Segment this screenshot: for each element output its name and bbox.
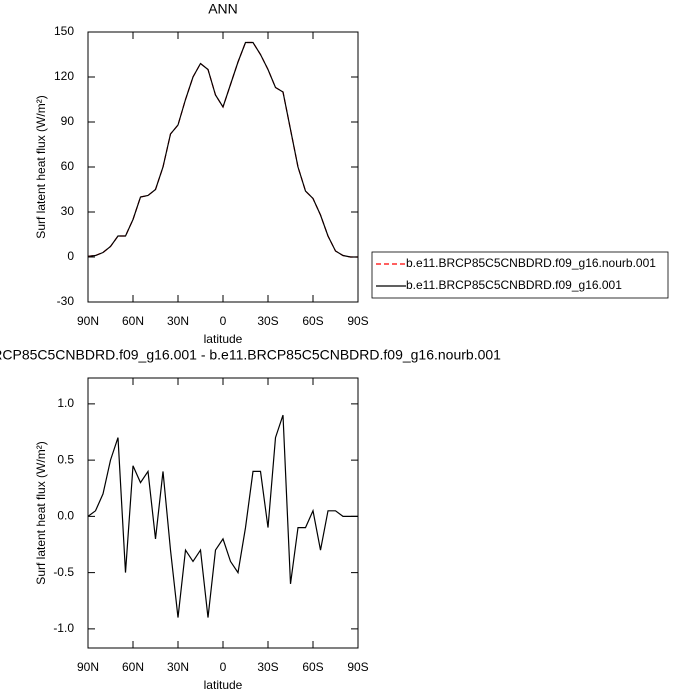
x-tick-label: 30S [257, 660, 278, 674]
x-tick-label: 90N [77, 660, 99, 674]
y-tick-label: 90 [61, 114, 75, 128]
x-tick-label: 90S [347, 660, 368, 674]
y-tick-label: 150 [54, 24, 74, 38]
legend-box [371, 251, 669, 299]
x-axis-label: latitude [204, 678, 243, 692]
y-tick-label: -1.0 [53, 621, 74, 635]
y-tick-label: -30 [57, 294, 75, 308]
x-tick-label: 30S [257, 314, 278, 328]
data-line [87, 414, 358, 618]
y-tick-label: 30 [61, 204, 75, 218]
y-axis-label: Surf latent heat flux (W/m²) [34, 95, 48, 238]
y-tick-label: 120 [54, 69, 74, 83]
x-tick-label: 60N [122, 660, 144, 674]
plot-frame [87, 31, 359, 303]
y-tick-label: 1.0 [57, 396, 74, 410]
x-tick-label: 60N [122, 314, 144, 328]
y-tick-label: 0 [67, 249, 74, 263]
x-tick-label: 60S [302, 660, 323, 674]
y-tick-label: 0.5 [57, 452, 74, 466]
data-line [87, 41, 358, 258]
y-axis-label: Surf latent heat flux (W/m²) [34, 441, 48, 584]
legend-label: b.e11.BRCP85C5CNBDRD.f09_g16.nourb.001 [406, 256, 656, 270]
plot-frame [87, 377, 359, 649]
legend-label: b.e11.BRCP85C5CNBDRD.f09_g16.001 [406, 278, 622, 292]
x-tick-label: 30N [167, 314, 189, 328]
x-tick-label: 0 [220, 314, 227, 328]
y-tick-label: 60 [61, 159, 75, 173]
x-tick-label: 60S [302, 314, 323, 328]
y-tick-label: -0.5 [53, 565, 74, 579]
x-axis-label: latitude [204, 332, 243, 346]
chart-title: ANN [208, 1, 238, 17]
chart-title: b.e11.BRCP85C5CNBDRD.f09_g16.001 - b.e11… [0, 347, 501, 363]
x-tick-label: 30N [167, 660, 189, 674]
x-tick-label: 90N [77, 314, 99, 328]
data-line [87, 41, 358, 258]
x-tick-label: 0 [220, 660, 227, 674]
y-tick-label: 0.0 [57, 509, 74, 523]
x-tick-label: 90S [347, 314, 368, 328]
